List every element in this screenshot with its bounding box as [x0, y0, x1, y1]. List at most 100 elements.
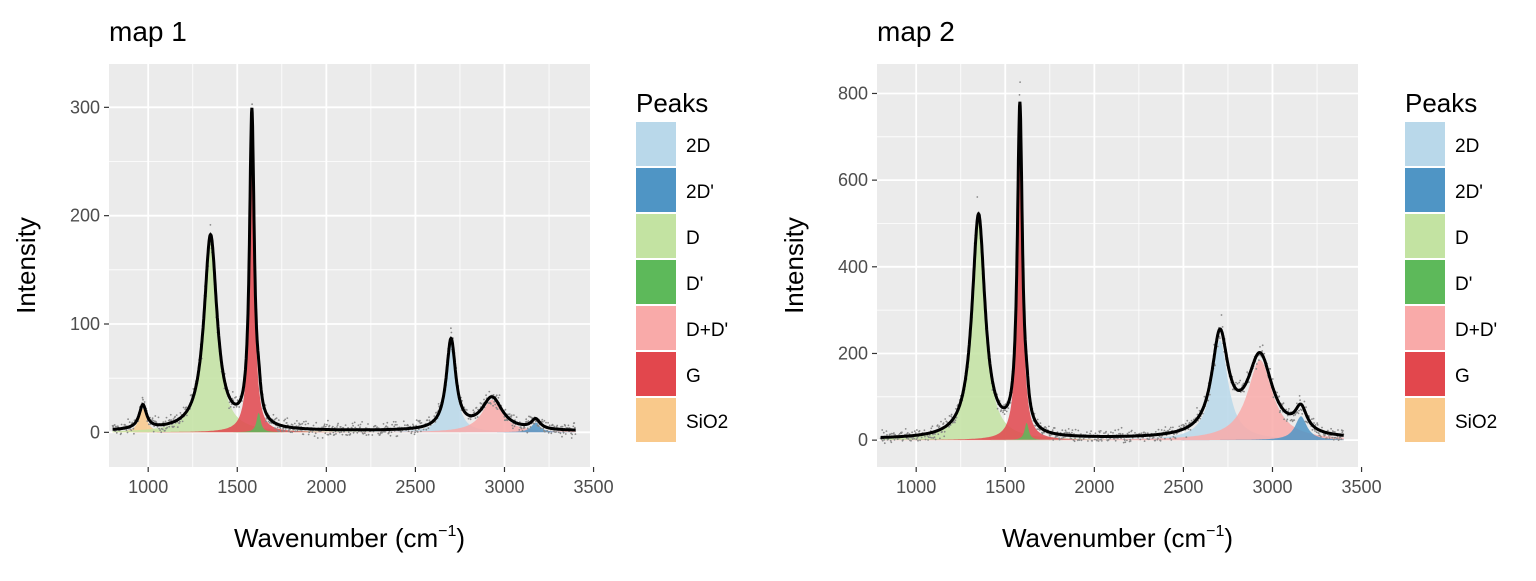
data-point [943, 435, 946, 438]
data-point [1313, 422, 1315, 424]
data-point [881, 429, 884, 431]
data-point [889, 433, 892, 436]
data-point [296, 429, 299, 432]
data-point [1159, 439, 1162, 442]
legend-label: D [686, 228, 700, 249]
data-point [497, 396, 500, 399]
data-point [321, 437, 324, 439]
data-point [267, 420, 270, 423]
data-point [521, 429, 524, 432]
data-point [1255, 363, 1258, 365]
data-point [955, 416, 958, 419]
data-point [308, 431, 311, 434]
data-point [419, 419, 421, 422]
data-point [924, 435, 926, 438]
data-point [277, 419, 280, 421]
data-point [1286, 418, 1289, 421]
data-point [1293, 419, 1296, 421]
y-tick-label: 600 [838, 170, 868, 190]
data-point [291, 424, 294, 426]
data-point [1338, 438, 1340, 440]
data-point [321, 426, 323, 429]
data-point [420, 430, 422, 433]
data-point [1051, 429, 1054, 432]
data-point [555, 431, 558, 433]
data-point [164, 429, 166, 432]
data-point [1004, 409, 1006, 412]
data-point [927, 439, 929, 441]
data-point [571, 433, 574, 436]
x-tick-label: 2000 [306, 477, 346, 497]
data-point [1178, 425, 1181, 428]
data-point [1246, 371, 1249, 373]
data-point [918, 430, 921, 432]
data-point [1146, 432, 1149, 434]
data-point [923, 429, 926, 432]
data-point [913, 430, 916, 433]
data-point [1285, 420, 1288, 422]
data-point [1143, 440, 1146, 442]
data-point [488, 390, 491, 393]
data-point [539, 427, 542, 430]
data-point [275, 417, 278, 419]
data-point [307, 433, 310, 436]
data-point [278, 430, 281, 433]
data-point [356, 431, 359, 434]
data-point [143, 401, 146, 403]
data-point [1214, 364, 1216, 367]
data-point [165, 416, 168, 419]
data-point [374, 424, 377, 427]
data-point [940, 420, 942, 423]
data-point [324, 432, 327, 435]
data-point [438, 405, 440, 408]
data-point [365, 434, 368, 436]
data-point [185, 406, 188, 409]
data-point [394, 421, 397, 423]
data-point [882, 431, 885, 434]
data-point [337, 422, 339, 425]
data-point [142, 398, 144, 401]
data-point [1002, 411, 1004, 414]
data-point [314, 432, 317, 435]
data-point [152, 430, 155, 433]
data-point [161, 428, 164, 431]
data-point [426, 419, 429, 422]
data-point [340, 431, 343, 433]
data-point [541, 418, 544, 421]
data-point [315, 421, 318, 424]
data-point [1002, 409, 1005, 412]
data-point [511, 424, 514, 427]
data-point [133, 432, 135, 435]
data-point [572, 425, 575, 428]
peak-area-2d [880, 340, 1344, 441]
data-point [1060, 437, 1063, 440]
data-point [1130, 429, 1133, 432]
data-point [1285, 408, 1288, 411]
data-point [1064, 429, 1067, 432]
data-point [367, 433, 370, 436]
legend-key-dd [636, 306, 676, 350]
data-point [1296, 402, 1298, 405]
data-point [341, 433, 344, 436]
legend-key-2d [636, 168, 676, 212]
data-point [916, 429, 918, 431]
data-point [920, 436, 923, 439]
data-point [327, 419, 329, 422]
data-point [336, 424, 339, 426]
legend-label: G [1455, 366, 1470, 387]
chart-title: map 1 [109, 16, 187, 47]
data-point [553, 425, 556, 428]
legend-label: 2D' [1455, 182, 1483, 203]
data-point [1334, 436, 1337, 439]
data-point [914, 432, 917, 434]
peak-area-d [880, 217, 1344, 441]
data-point [510, 414, 513, 417]
data-point [384, 431, 386, 433]
data-point [495, 394, 498, 397]
data-point [1173, 433, 1175, 436]
data-point [343, 431, 345, 433]
data-point [1100, 438, 1103, 441]
data-point [1314, 430, 1316, 432]
data-point [469, 418, 472, 421]
